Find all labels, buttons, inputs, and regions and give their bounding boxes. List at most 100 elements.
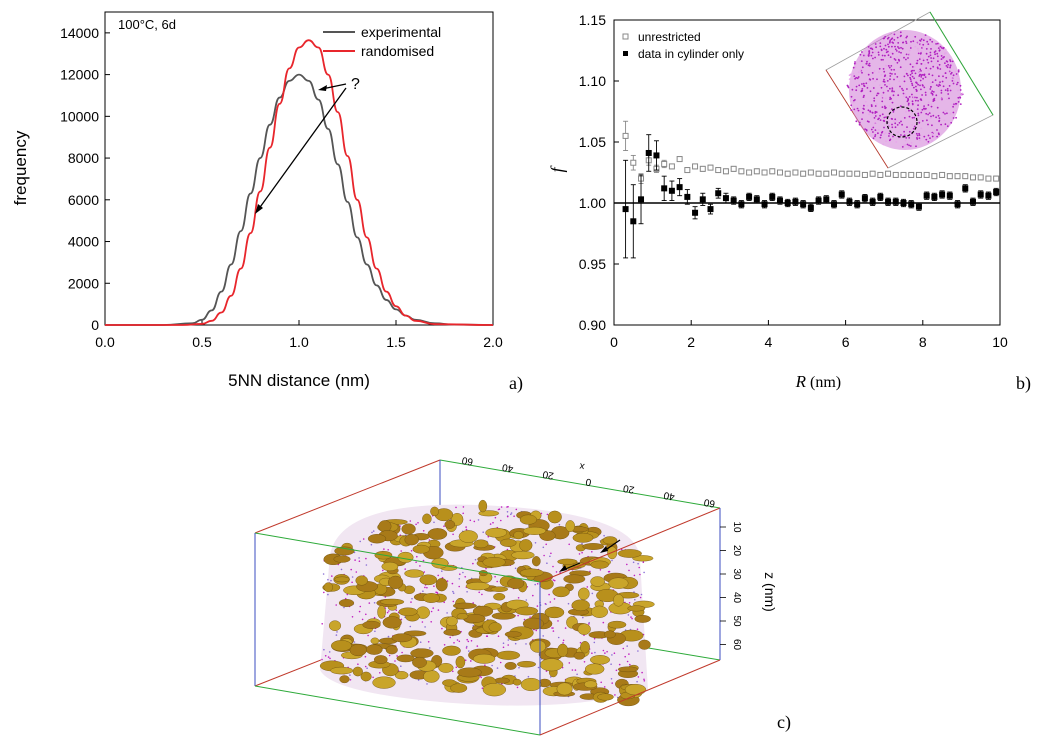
atom-dot xyxy=(543,554,545,557)
inset-atom xyxy=(892,31,894,34)
inset-atom xyxy=(867,73,870,76)
point-cylinder xyxy=(746,193,753,200)
inset-atom xyxy=(891,126,894,129)
inset-atom xyxy=(877,118,879,121)
specimen-cylinder xyxy=(319,499,655,707)
inset-atom xyxy=(894,73,896,75)
box-edge-top-front xyxy=(254,532,541,583)
y-tick-label: 1.05 xyxy=(579,134,606,150)
atom-dot xyxy=(626,563,628,566)
point-cylinder xyxy=(800,201,807,208)
inset-atom xyxy=(891,73,893,75)
point-unrestricted xyxy=(784,170,791,177)
inset-atom xyxy=(868,80,870,83)
inset-atom xyxy=(940,47,943,49)
inset-atom xyxy=(854,110,857,112)
cluster xyxy=(608,577,629,589)
atom-dot xyxy=(416,555,418,558)
atom-dot xyxy=(417,679,420,681)
inset-atom xyxy=(931,124,933,127)
point-cylinder xyxy=(869,198,876,205)
inset-atom xyxy=(887,65,890,67)
inset-atom xyxy=(911,82,913,85)
x-tick-label: 6 xyxy=(842,334,850,350)
x-tick-label: 0.5 xyxy=(192,334,212,350)
atom-dot xyxy=(636,680,638,683)
inset-atom xyxy=(905,58,907,61)
inset-atom xyxy=(919,52,922,55)
inset-atom xyxy=(886,77,888,79)
atom-dot xyxy=(465,526,467,528)
point-cylinder xyxy=(977,191,984,198)
inset-atom xyxy=(908,54,911,56)
inset-atom xyxy=(936,55,939,58)
cluster xyxy=(419,574,438,586)
inset-atom xyxy=(882,37,885,40)
cluster xyxy=(530,640,547,653)
inset-atom xyxy=(934,79,937,81)
atom-dot xyxy=(606,650,608,653)
atom-dot xyxy=(599,569,602,571)
inset-atom xyxy=(941,80,944,83)
point-cylinder xyxy=(730,197,737,204)
atom-dot xyxy=(374,630,376,633)
inset-atom xyxy=(932,91,935,93)
atom-dot xyxy=(477,519,480,521)
point-unrestricted xyxy=(661,160,668,167)
atom-dot xyxy=(634,598,636,601)
inset-atom xyxy=(874,134,877,136)
atom-dot xyxy=(451,582,454,585)
cluster xyxy=(412,544,430,554)
cluster xyxy=(482,683,506,697)
atom-dot xyxy=(610,678,613,680)
top-axis-tick-label: 40 xyxy=(662,489,675,502)
inset-atom xyxy=(942,85,945,88)
panel-b-chart: 0 2 4 6 8 10 0.90 0.95 1.00 1.05 1.10 1.15 unrestr… xyxy=(547,11,1031,394)
atom-dot xyxy=(453,642,455,644)
atom-dot xyxy=(622,647,625,650)
inset-atom xyxy=(943,119,946,122)
point-unrestricted xyxy=(630,159,637,166)
atom-dot xyxy=(455,666,458,669)
inset-atom xyxy=(879,114,881,117)
inset-atom xyxy=(930,86,932,88)
atom-dot xyxy=(581,551,583,554)
point-unrestricted xyxy=(676,156,683,163)
atom-dot xyxy=(458,640,461,643)
atom-dot xyxy=(557,636,560,639)
inset-atom xyxy=(936,66,939,69)
atom-dot xyxy=(593,641,596,644)
cluster xyxy=(519,514,537,525)
atom-dot xyxy=(485,567,487,570)
atom-dot xyxy=(421,621,424,623)
atom-dot xyxy=(536,605,539,607)
atom-dot xyxy=(419,641,422,643)
inset-atom xyxy=(880,74,883,76)
point-unrestricted xyxy=(908,171,915,178)
inset-atom xyxy=(954,104,957,107)
atom-dot xyxy=(496,667,499,669)
point-unrestricted xyxy=(622,132,629,139)
atom-dot xyxy=(523,618,526,621)
inset-atom xyxy=(861,66,864,69)
atom-dot xyxy=(358,560,361,562)
atom-dot xyxy=(603,534,605,537)
atom-dot xyxy=(424,586,426,589)
atom-dot xyxy=(586,586,589,588)
point-unrestricted xyxy=(692,163,699,170)
inset-atom xyxy=(908,49,911,52)
inset-atom xyxy=(951,80,954,82)
cluster xyxy=(431,557,449,569)
inset-atom xyxy=(938,49,941,51)
inset-atom xyxy=(895,141,898,143)
inset-edge-green xyxy=(929,11,994,116)
inset-atom xyxy=(874,105,877,107)
point-cylinder xyxy=(722,195,729,202)
cluster xyxy=(457,667,482,678)
inset-atom xyxy=(916,137,918,139)
inset-atom xyxy=(919,98,922,101)
inset-atom xyxy=(916,47,919,50)
panel-c-z-label: z (nm) xyxy=(762,572,778,612)
point-cylinder xyxy=(908,201,915,208)
